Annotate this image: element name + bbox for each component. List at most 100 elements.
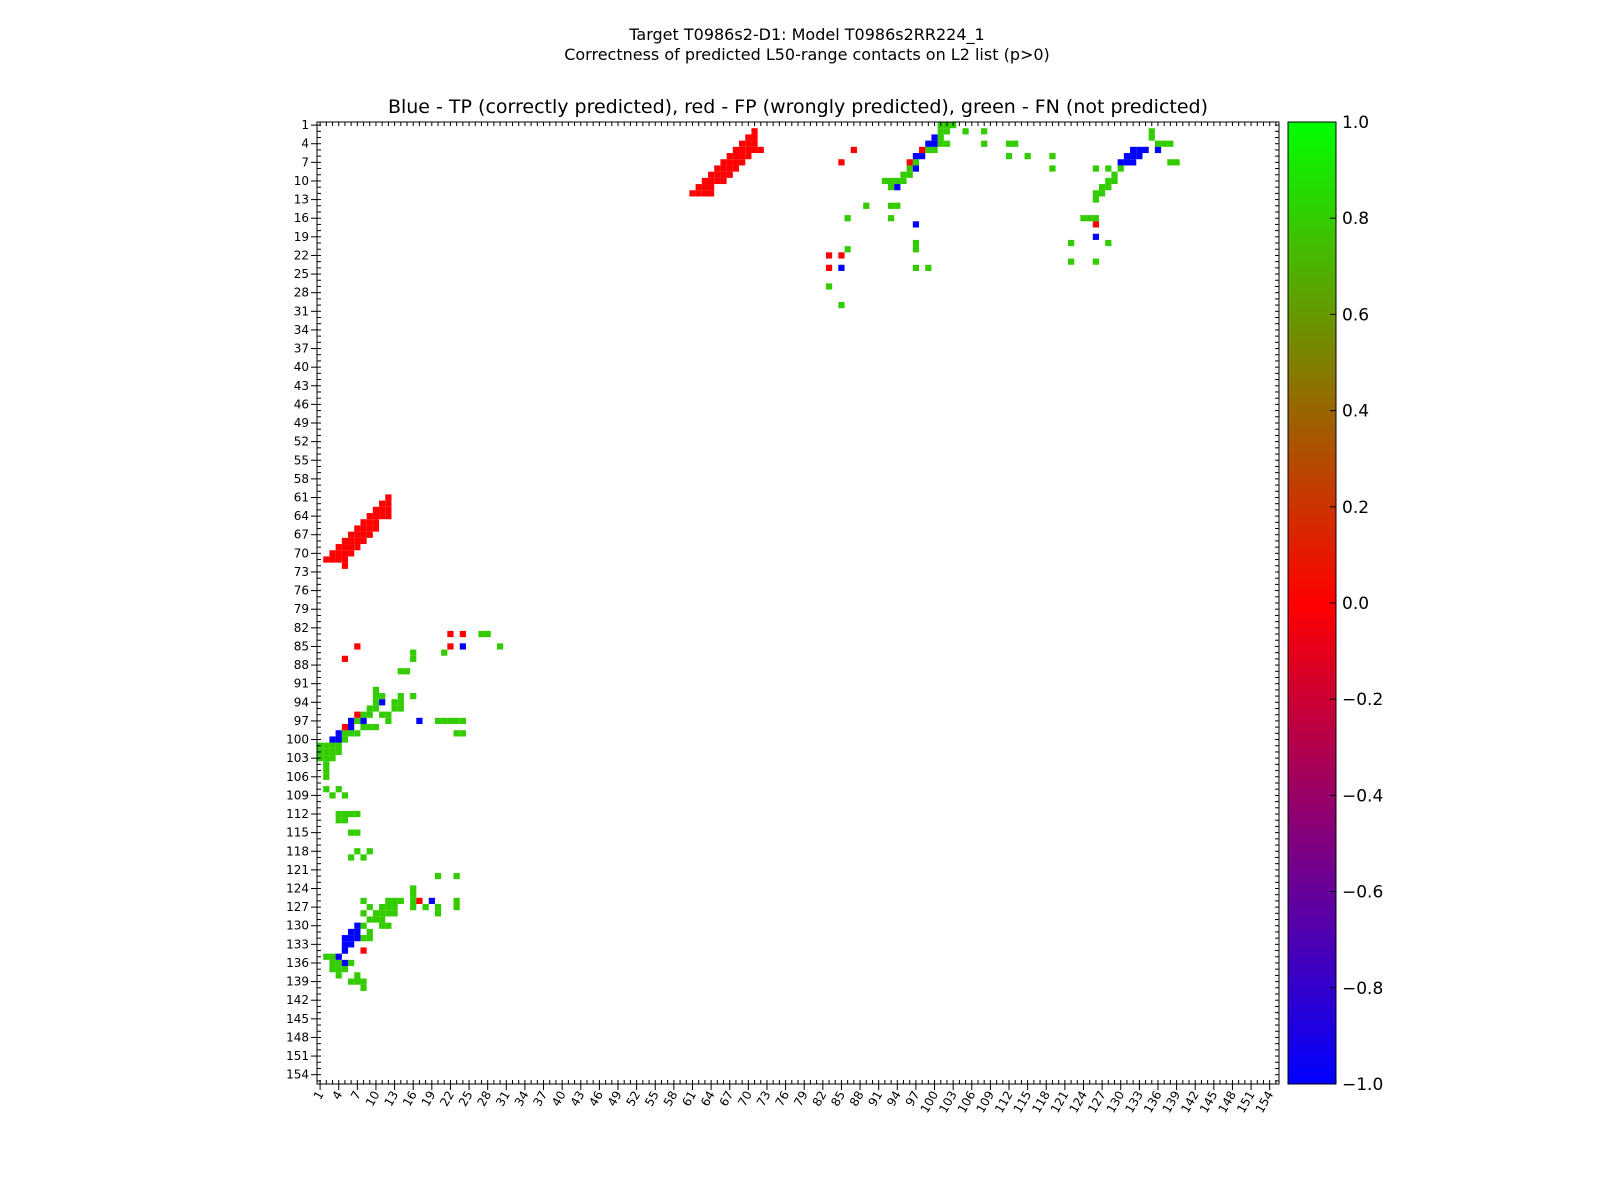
fn-cell: [1067, 258, 1075, 265]
tp-cell: [1136, 153, 1143, 160]
x-tick-label: 25: [456, 1089, 476, 1109]
x-tick-label: 55: [642, 1089, 662, 1109]
fp-cell: [341, 556, 349, 563]
fn-cell: [372, 910, 380, 917]
fp-cell: [732, 159, 740, 166]
y-tick-label: 37: [294, 342, 309, 356]
fn-cell: [348, 959, 355, 967]
fn-cell: [962, 128, 969, 135]
colorbar: [1287, 121, 1337, 1085]
fp-cell: [335, 544, 342, 551]
fn-cell: [329, 742, 336, 749]
fn-cell: [453, 730, 460, 737]
y-tick-label: 76: [294, 584, 309, 598]
x-tick-label: 124: [1067, 1089, 1091, 1116]
fp-cell: [732, 153, 740, 160]
y-tick-label: 70: [294, 546, 309, 560]
colorbar-tick-label: −0.4: [1342, 786, 1383, 806]
tp-cell: [428, 897, 435, 905]
fp-cell: [335, 550, 342, 557]
fn-cell: [1049, 165, 1056, 172]
fn-cell: [1105, 239, 1112, 247]
x-tick-label: 85: [828, 1089, 848, 1109]
fn-cell: [372, 724, 380, 731]
fp-cell: [689, 190, 696, 197]
x-tick-label: 112: [992, 1089, 1016, 1116]
fp-cell: [385, 506, 392, 514]
x-tick-label: 91: [866, 1089, 886, 1109]
fn-cell: [410, 897, 417, 905]
fn-cell: [323, 742, 330, 749]
fn-cell: [366, 935, 373, 942]
y-tick-label: 148: [286, 1030, 309, 1044]
fn-cell: [341, 966, 349, 973]
fp-cell: [379, 513, 386, 520]
fp-cell: [850, 146, 857, 154]
x-tick-label: 154: [1253, 1089, 1277, 1116]
fp-cell: [745, 146, 752, 154]
fp-cell: [341, 544, 349, 551]
fp-cell: [341, 550, 349, 557]
tp-cell: [838, 264, 845, 271]
fp-cell: [720, 165, 727, 172]
x-tick-label: 121: [1048, 1089, 1072, 1116]
tp-cell: [1130, 159, 1137, 166]
chart-subtitle: Blue - TP (correctly predicted), red - F…: [388, 96, 1208, 118]
tp-cell: [329, 736, 336, 743]
fn-cell: [1148, 134, 1155, 141]
fp-cell: [329, 556, 336, 563]
tp-cell: [348, 941, 355, 948]
fn-cell: [1148, 128, 1155, 135]
fn-cell: [1092, 258, 1100, 265]
fp-cell: [372, 519, 380, 526]
fn-cell: [360, 935, 367, 942]
x-tick-label: 127: [1085, 1089, 1109, 1116]
fp-cell: [732, 146, 740, 154]
fp-cell: [447, 643, 454, 650]
fn-cell: [397, 699, 404, 706]
y-tick-label: 136: [286, 956, 309, 970]
y-tick-label: 1: [301, 118, 309, 132]
y-tick-label: 91: [294, 677, 309, 691]
fn-cell: [341, 810, 349, 818]
fp-cell: [739, 140, 746, 147]
tp-cell: [1142, 146, 1149, 154]
tp-cell: [1130, 146, 1137, 154]
fn-cell: [434, 904, 442, 911]
fn-cell: [323, 748, 330, 756]
fp-cell: [745, 134, 752, 141]
fn-cell: [838, 301, 845, 309]
tp-cell: [348, 935, 355, 942]
fn-cell: [366, 904, 373, 911]
x-tick-label: 115: [1011, 1089, 1035, 1116]
fn-cell: [354, 717, 361, 725]
fn-cell: [348, 978, 355, 985]
fn-cell: [341, 730, 349, 737]
x-tick-label: 139: [1160, 1089, 1184, 1116]
fp-cell: [695, 190, 702, 197]
fn-cell: [484, 630, 491, 638]
fn-cell: [391, 910, 398, 917]
x-tick-label: 40: [549, 1089, 569, 1109]
fn-cell: [410, 649, 417, 656]
tp-cell: [912, 165, 920, 172]
fn-cell: [329, 792, 336, 799]
fn-cell: [912, 246, 920, 253]
fn-cell: [323, 786, 330, 793]
fn-cell: [887, 184, 895, 191]
fp-cell: [335, 556, 342, 563]
fn-cell: [453, 904, 460, 911]
fp-cell: [385, 513, 392, 520]
fp-cell: [919, 146, 926, 154]
x-tick-label: 142: [1178, 1089, 1202, 1116]
tp-cell: [341, 935, 349, 942]
fn-cell: [354, 829, 361, 836]
fn-cell: [354, 978, 361, 985]
fp-cell: [366, 531, 373, 538]
fp-cell: [348, 544, 355, 551]
colorbar-tick-label: −0.8: [1342, 979, 1383, 999]
x-tick-label: 76: [772, 1089, 792, 1109]
colorbar-tick-label: 0.2: [1342, 498, 1369, 518]
x-tick-label: 28: [475, 1089, 495, 1109]
fp-cell: [732, 165, 740, 172]
